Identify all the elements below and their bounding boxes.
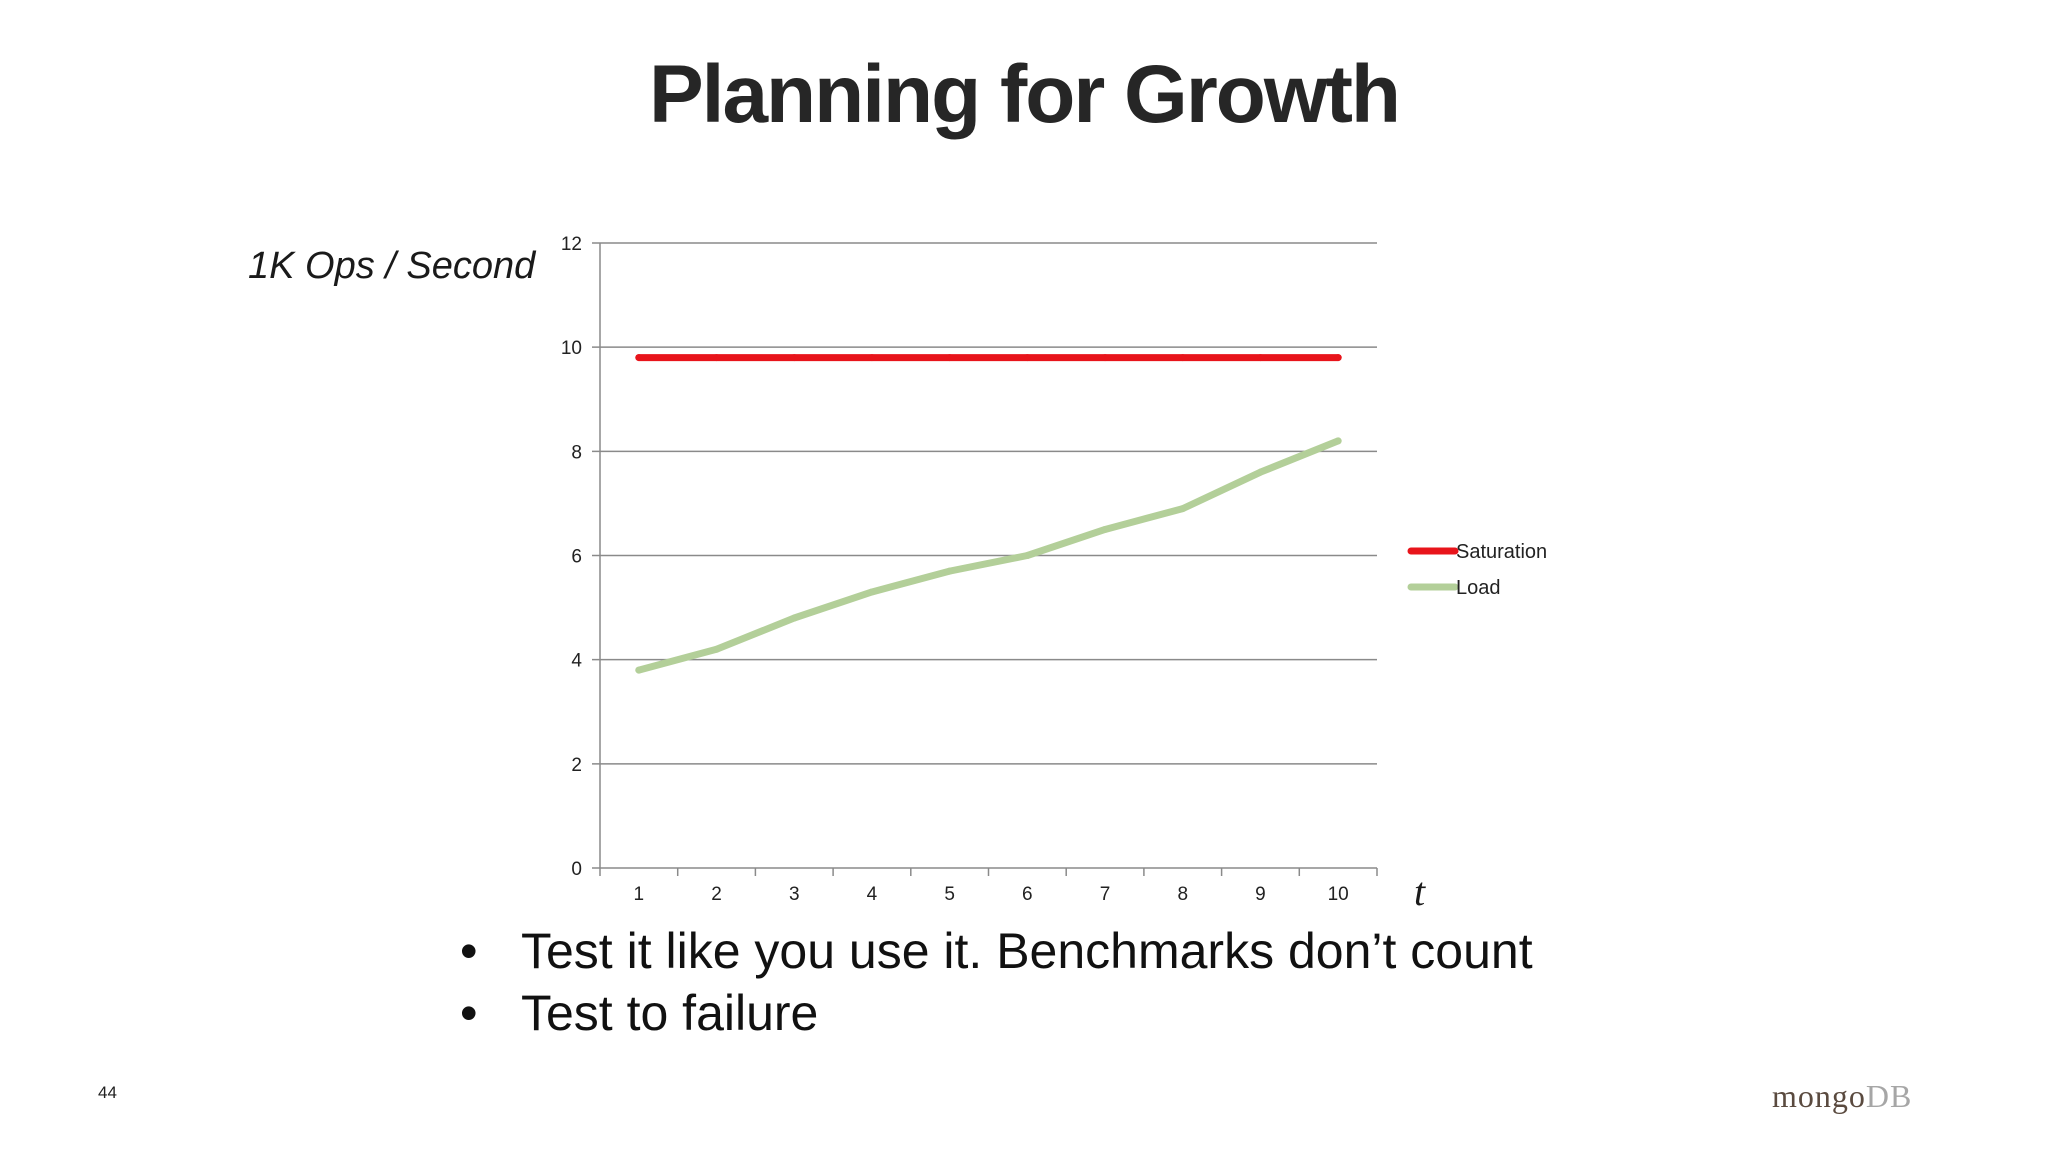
data-point-load	[1179, 505, 1187, 513]
data-point-load	[946, 567, 954, 575]
x-tick-label: 6	[1022, 884, 1033, 905]
x-tick-label: 9	[1255, 884, 1266, 905]
data-point-saturation	[946, 354, 954, 362]
data-point-saturation	[1179, 354, 1187, 362]
data-point-saturation	[713, 354, 721, 362]
bullet-text: Test it like you use it. Benchmarks don’…	[521, 923, 1533, 979]
x-tick-label: 8	[1177, 884, 1188, 905]
data-point-load	[1101, 525, 1109, 533]
data-point-saturation	[1023, 354, 1031, 362]
x-tick-label: 7	[1100, 884, 1111, 905]
data-point-load	[1023, 552, 1031, 559]
bullet-list: • Test it like you use it. Benchmarks don…	[460, 920, 1533, 1044]
data-point-load	[1334, 437, 1342, 445]
bullet-text: Test to failure	[521, 985, 819, 1041]
data-point-load	[1256, 468, 1264, 476]
legend-label-saturation: Saturation	[1456, 541, 1547, 563]
series-line-load	[635, 437, 1342, 674]
y-tick-label: 8	[571, 442, 582, 463]
data-point-saturation	[790, 354, 798, 362]
y-tick-label: 6	[571, 547, 582, 568]
data-point-load	[713, 645, 721, 653]
x-tick-label: 2	[711, 884, 722, 905]
x-axis-label: t	[1414, 869, 1426, 914]
y-tick-label: 10	[561, 338, 582, 359]
data-point-saturation	[1334, 354, 1342, 362]
data-point-saturation	[868, 354, 876, 362]
x-tick-label: 4	[867, 884, 878, 905]
logo-part-db: DB	[1865, 1078, 1913, 1114]
data-point-load	[635, 666, 643, 674]
slide-title: Planning for Growth	[648, 49, 1401, 140]
x-tick-label: 3	[789, 884, 800, 905]
logo-part-mongo: mongo	[1772, 1078, 1866, 1114]
bullet-item: • Test to failure	[460, 982, 1533, 1044]
x-tick-label: 10	[1328, 884, 1349, 905]
y-tick-label: 4	[571, 651, 582, 672]
mongodb-logo: mongoDB	[1772, 1078, 1912, 1115]
x-tick-label: 5	[944, 884, 955, 905]
data-point-saturation	[635, 354, 643, 362]
bullet-item: • Test it like you use it. Benchmarks don…	[460, 920, 1533, 982]
data-point-saturation	[1101, 354, 1109, 362]
slide-number: 44	[98, 1083, 117, 1102]
data-point-load	[790, 614, 798, 622]
y-tick-label: 0	[571, 859, 582, 880]
bullet-dot-icon: •	[460, 923, 478, 979]
y-tick-label: 12	[561, 234, 582, 255]
y-tick-label: 2	[571, 755, 582, 776]
bullet-dot-icon: •	[460, 985, 478, 1041]
legend-label-load: Load	[1456, 577, 1501, 599]
x-tick-label: 1	[634, 884, 645, 905]
data-point-load	[868, 588, 876, 596]
data-point-saturation	[1256, 354, 1264, 362]
y-axis-label: 1K Ops / Second	[248, 245, 536, 287]
